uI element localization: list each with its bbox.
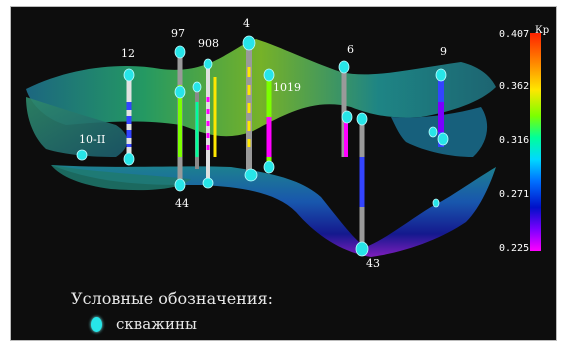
well-marker-icon — [244, 168, 258, 182]
well-label-97: 97 — [171, 27, 185, 40]
colorbar-axis-label: Кр — [535, 25, 550, 36]
well-marker-icon — [338, 60, 350, 74]
well-label-4: 4 — [243, 17, 250, 30]
legend-title: Условные обозначения: — [71, 289, 273, 308]
legend-item-wells: скважины — [91, 315, 197, 333]
well-label-10-II: 10-II — [79, 133, 105, 146]
well-label-12: 12 — [121, 47, 135, 60]
well-marker-icon — [203, 58, 213, 70]
well-marker-icon — [356, 112, 368, 126]
well-markers — [76, 35, 449, 257]
well-label-44: 44 — [175, 197, 189, 210]
upper-left-lobe — [26, 97, 128, 157]
legend-item-label: скважины — [116, 315, 197, 333]
well-label-908: 908 — [198, 37, 219, 50]
well-marker-icon — [435, 68, 447, 82]
visualization-window: 12 97 908 4 1019 6 9 10-II 44 43 Кр 0.40… — [10, 6, 557, 341]
well-marker-icon — [123, 152, 135, 166]
well-marker-icon — [263, 68, 275, 82]
well-marker-icon — [76, 149, 88, 161]
well-marker-icon — [263, 160, 275, 174]
colorbar-tick: 0.225 — [499, 243, 530, 254]
well-marker-icon — [123, 68, 135, 82]
well-marker-icon — [242, 35, 256, 51]
colorbar-tick: 0.316 — [499, 135, 530, 146]
well-marker-icon — [428, 126, 438, 138]
lower-left-shelf — [51, 165, 191, 191]
well-label-9: 9 — [440, 45, 447, 58]
well-label-6: 6 — [347, 43, 354, 56]
well-marker-icon — [174, 178, 186, 192]
well-label-1019: 1019 — [273, 81, 301, 94]
upper-surface — [26, 39, 496, 137]
well-marker-icon — [192, 81, 202, 93]
well-marker-icon — [174, 85, 186, 99]
well-marker-icon — [202, 177, 214, 189]
colorbar-tick: 0.271 — [499, 189, 530, 200]
colorbar-ramp — [530, 33, 541, 251]
well-marker-icon — [91, 316, 102, 332]
well-marker-icon — [341, 110, 353, 124]
colorbar-tick: 0.407 — [499, 29, 530, 40]
colorbar-tick: 0.362 — [499, 81, 530, 92]
well-marker-icon — [437, 132, 449, 146]
well-marker-icon — [174, 45, 186, 59]
colorbar-legend: Кр 0.407 0.362 0.316 0.271 0.225 — [499, 25, 555, 259]
3d-reservoir-view[interactable]: 12 97 908 4 1019 6 9 10-II 44 43 — [11, 7, 557, 341]
well-marker-icon — [355, 241, 369, 257]
well-marker-icon — [432, 198, 440, 208]
well-label-43: 43 — [366, 257, 380, 270]
